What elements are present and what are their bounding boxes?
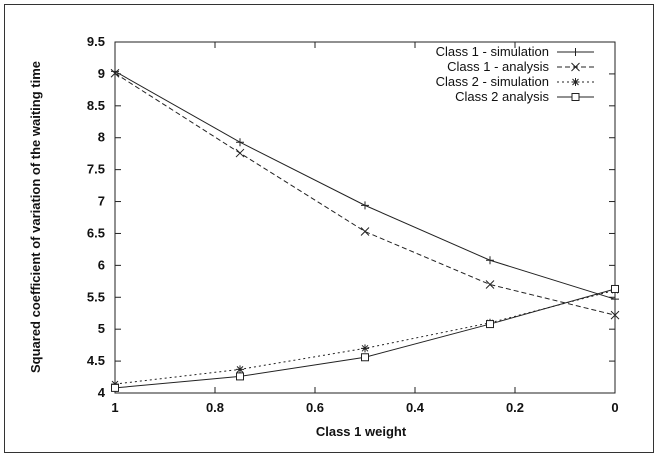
- series-2: [110, 68, 620, 320]
- y-tick-label: 5: [98, 321, 105, 336]
- y-tick-label: 6: [98, 257, 105, 272]
- y-tick-label: 9.5: [87, 34, 105, 49]
- y-tick-label: 6.5: [87, 225, 105, 240]
- x-tick-label: 0.4: [406, 400, 425, 415]
- legend-label: Class 2 analysis: [455, 89, 549, 104]
- data-point: [235, 148, 245, 158]
- x-tick-label: 0.6: [306, 400, 324, 415]
- y-tick-label: 7.5: [87, 162, 105, 177]
- legend-label: Class 1 - simulation: [436, 44, 549, 59]
- data-point: [361, 201, 369, 210]
- legend-label: Class 2 - simulation: [436, 74, 549, 89]
- data-point: [485, 280, 495, 289]
- plot-frame: [114, 41, 616, 394]
- data-point: [611, 295, 619, 304]
- data-point: [236, 365, 244, 374]
- data-point: [111, 383, 119, 392]
- plot-axes: [114, 41, 616, 394]
- data-point: [361, 353, 369, 362]
- series-1: [111, 67, 619, 304]
- y-tick-label: 7: [98, 194, 105, 209]
- series-layer: [110, 67, 620, 392]
- figure-border: [4, 4, 654, 453]
- data-point: [610, 310, 620, 320]
- legend-marker: [571, 93, 580, 101]
- x-axis-title: Class 1 weight: [316, 424, 407, 439]
- data-point: [111, 67, 119, 76]
- y-axis-title: Squared coefficient of variation of the …: [28, 61, 43, 373]
- x-tick-label: 0: [611, 400, 618, 415]
- legend-marker: [571, 62, 580, 72]
- y-tick-label: 8: [98, 130, 105, 145]
- data-point: [611, 284, 619, 293]
- legend-label: Class 1 - analysis: [447, 59, 549, 74]
- series-line: [114, 70, 616, 300]
- data-point: [361, 344, 369, 353]
- x-tick-label: 0.8: [206, 400, 224, 415]
- data-point: [486, 320, 494, 329]
- series-line: [114, 289, 616, 385]
- series-line: [114, 288, 616, 389]
- data-point: [110, 68, 120, 78]
- y-tick-label: 9: [98, 66, 105, 81]
- data-point: [236, 138, 244, 147]
- series-4: [111, 284, 619, 392]
- y-tick-label: 4: [98, 385, 106, 400]
- series-line: [114, 72, 616, 316]
- data-point: [486, 256, 494, 265]
- axis-ticks: 4 4.5 5 5.5 6 6.5 7 7.5 8 8.5 9 9.5 1 0.8 0.6 0.4 0.2 0: [87, 34, 619, 415]
- series-3: [111, 286, 619, 389]
- x-tick-label: 1: [111, 400, 118, 415]
- legend-marker: [571, 48, 580, 56]
- y-tick-label: 4.5: [87, 353, 105, 368]
- data-point: [360, 227, 370, 236]
- legend-marker: [571, 78, 580, 86]
- y-tick-label: 8.5: [87, 98, 105, 113]
- data-point: [236, 372, 244, 381]
- x-tick-label: 0.2: [506, 400, 524, 415]
- y-tick-label: 5.5: [87, 289, 105, 304]
